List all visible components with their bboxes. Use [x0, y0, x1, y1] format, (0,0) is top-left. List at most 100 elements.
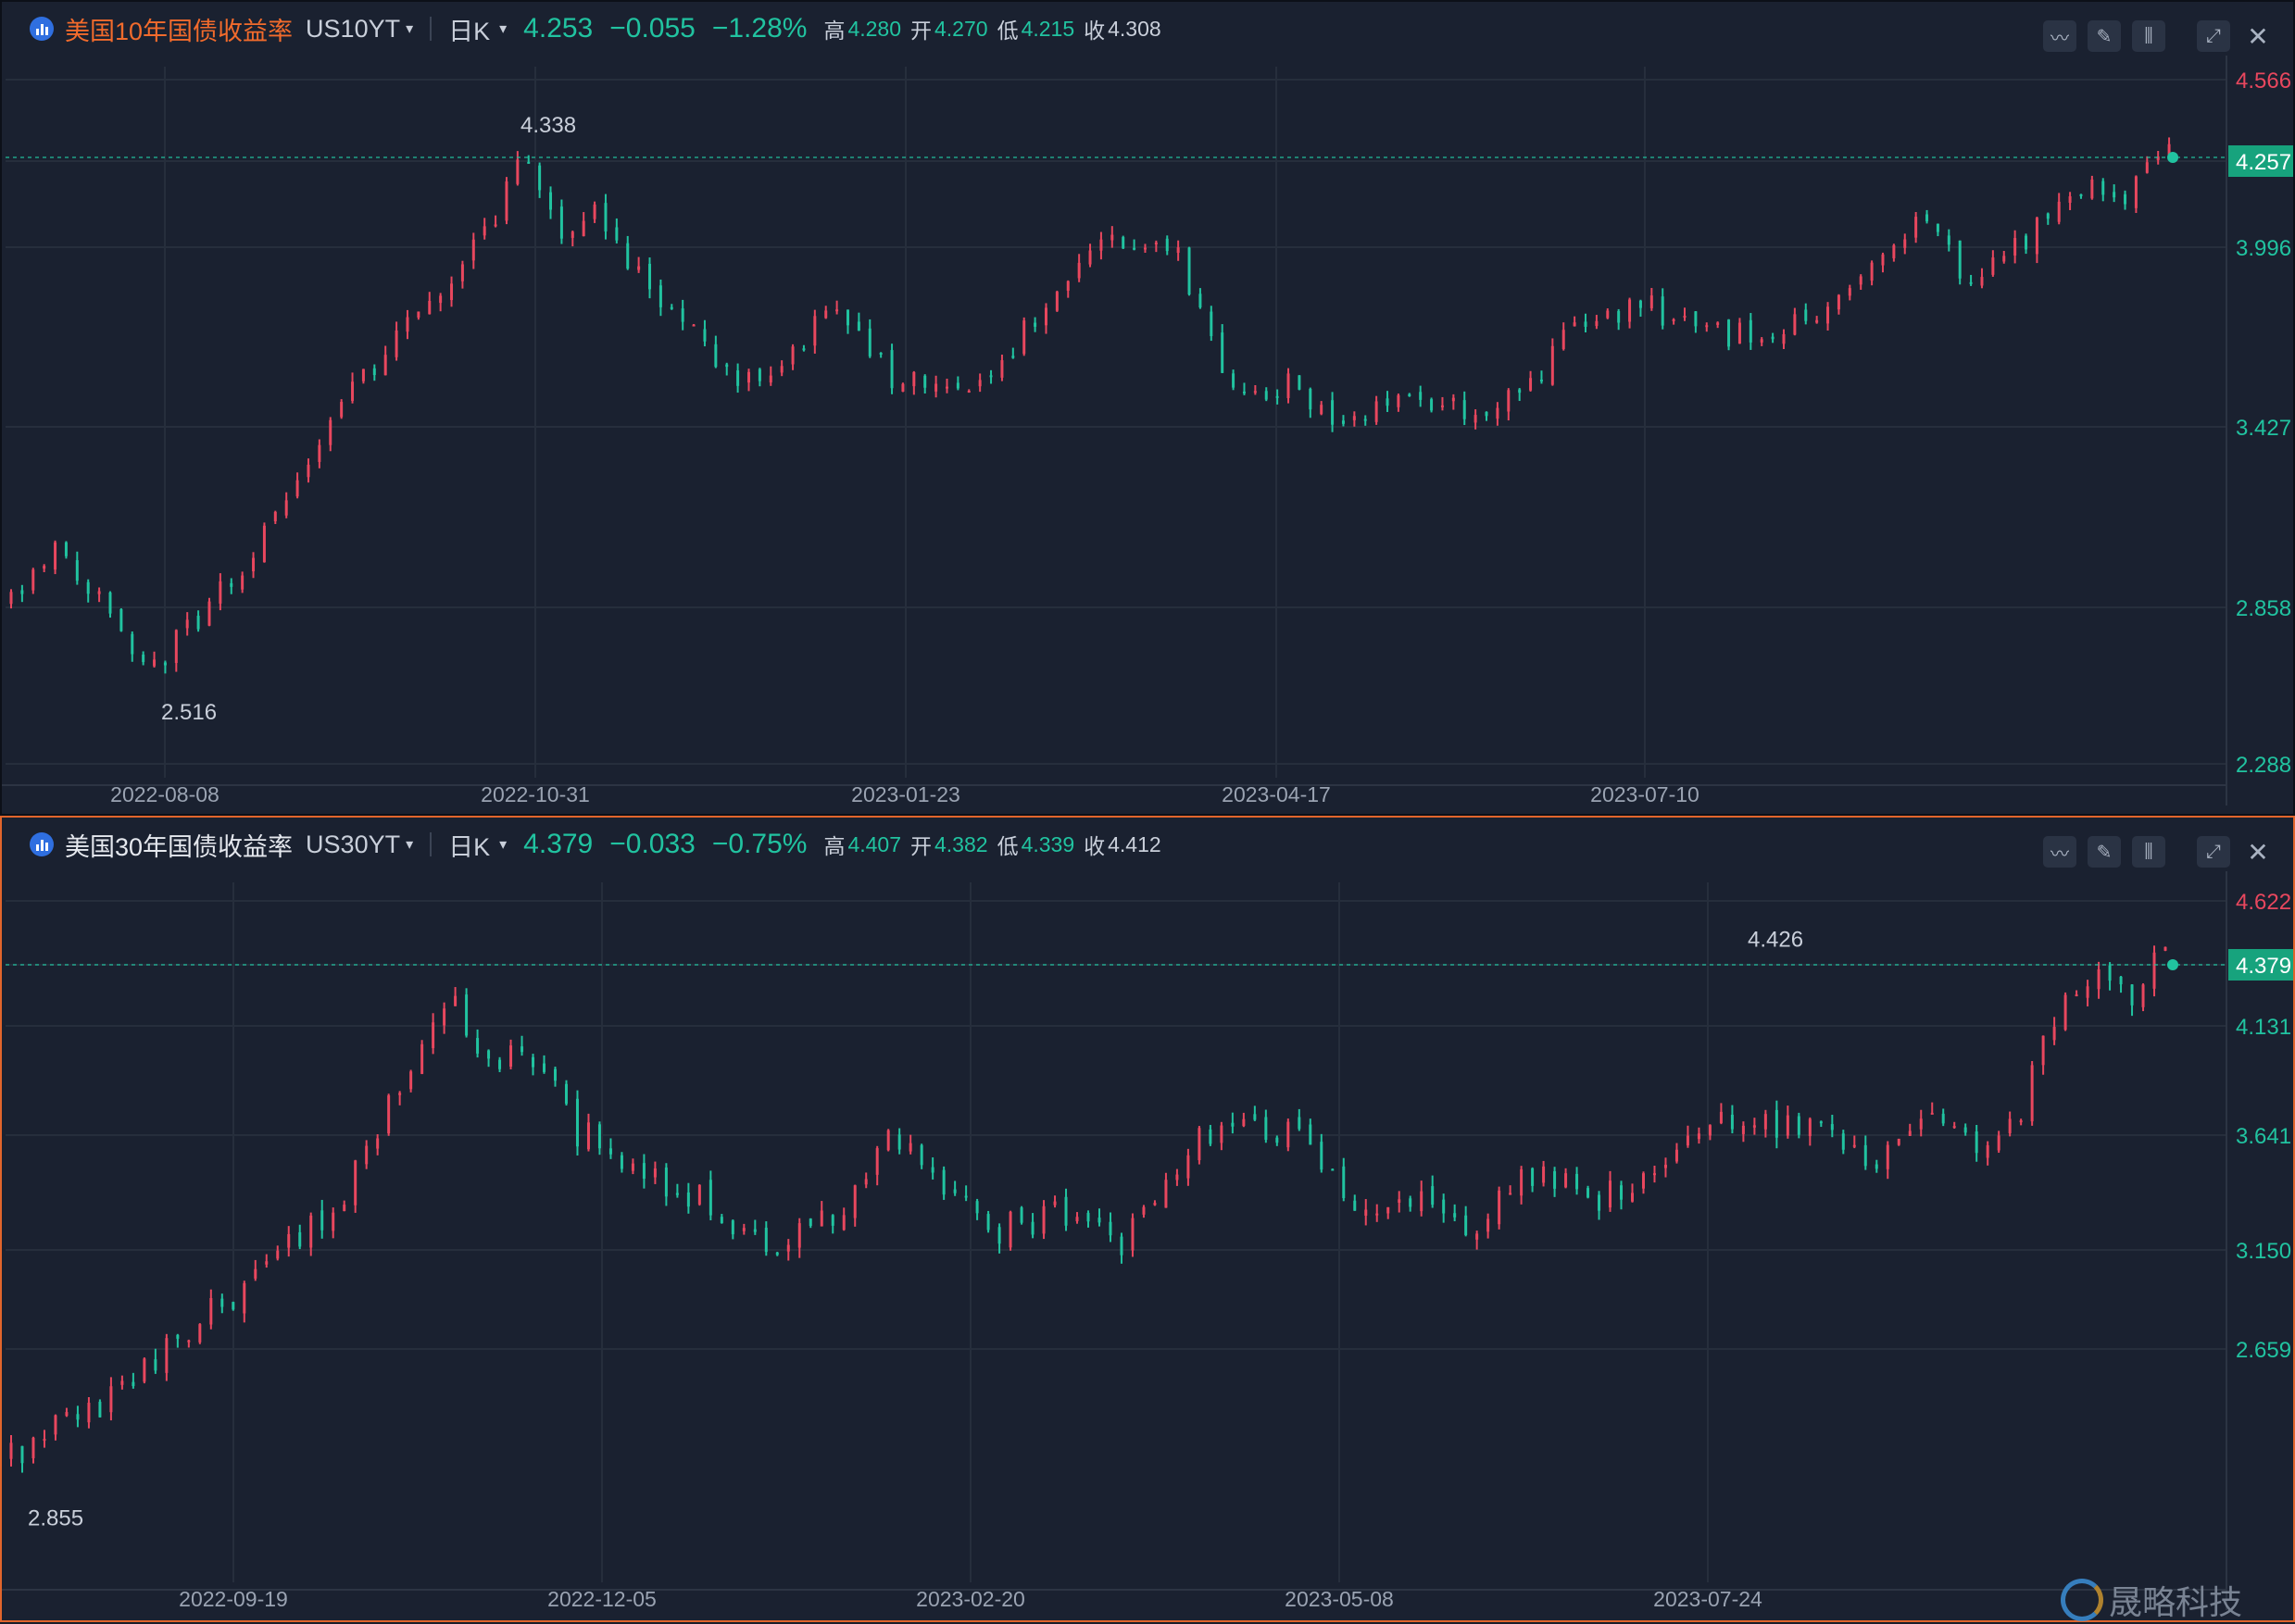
candle-body — [1053, 1201, 1057, 1206]
candle-body — [1485, 411, 1488, 417]
candle-body — [1531, 1168, 1535, 1186]
candle-body — [1088, 250, 1092, 265]
close-icon[interactable]: ✕ — [2247, 21, 2269, 51]
candle-body — [2035, 218, 2038, 255]
candle-body — [176, 1334, 180, 1339]
candle-body — [20, 1445, 24, 1464]
candlestick-chart[interactable]: 4.338 2.516 4.566 4.257 3.996 3.427 2.858 2.288… — [2, 56, 2293, 815]
candle-body — [1936, 223, 1939, 232]
candle-body — [2052, 1027, 2056, 1041]
period-dropdown-icon[interactable]: ▾ — [499, 21, 508, 37]
candlestick-chart[interactable]: 4.426 2.855 4.622 4.379 4.131 3.641 3.150 2.659… — [2, 871, 2293, 1621]
candle-body — [1863, 1144, 1867, 1167]
close-value: 4.308 — [1108, 16, 1161, 41]
candle-body — [1496, 407, 1499, 419]
instrument-symbol[interactable]: US30YT — [306, 830, 401, 858]
candle-body — [417, 311, 420, 318]
close-label: 收 — [1084, 19, 1106, 43]
candle-body — [252, 557, 256, 572]
close-icon[interactable]: ✕ — [2247, 837, 2269, 867]
candle-body — [769, 375, 772, 383]
period-selector[interactable]: 日K — [448, 17, 491, 45]
candle-body — [731, 1220, 734, 1235]
candle-body — [1550, 345, 1554, 385]
candle-body — [471, 239, 475, 261]
chart-panel-us30yt[interactable]: 美国30年国债收益率 US30YT ▾ 日K ▾ 4.379 −0.033 −0… — [0, 816, 2295, 1622]
candle-body — [1440, 405, 1444, 407]
candle-body — [820, 1210, 823, 1227]
candle-body — [1386, 398, 1389, 406]
expand-icon[interactable]: ⤢ — [2197, 20, 2230, 52]
indicator-icon[interactable]: 〰 — [2043, 20, 2076, 52]
candle-body — [343, 1205, 346, 1211]
candle-body — [1077, 262, 1081, 279]
candle-body — [262, 525, 266, 563]
candle-body — [329, 419, 332, 445]
candle-body — [2097, 968, 2101, 990]
candle-body — [658, 285, 662, 307]
extreme-label: 4.338 — [520, 113, 576, 138]
candle-body — [670, 306, 673, 309]
candle-body — [1286, 1121, 1290, 1148]
candle-body — [753, 1229, 757, 1232]
draw-icon[interactable]: ✎ — [2088, 20, 2121, 52]
instrument-title[interactable]: 美国30年国债收益率 — [65, 832, 294, 861]
candle-body — [2019, 1120, 2023, 1123]
candle-body — [1986, 1144, 1989, 1158]
candle-body — [1031, 1221, 1035, 1235]
period-dropdown-icon[interactable]: ▾ — [499, 837, 508, 853]
candle-body — [1099, 239, 1103, 251]
candle-body — [1187, 247, 1191, 295]
candle-body — [276, 1250, 280, 1259]
candle-body — [1672, 319, 1675, 321]
candle-body — [897, 1134, 901, 1150]
candle-body — [1830, 1124, 1834, 1131]
candle-body — [648, 263, 652, 290]
candle-body — [1969, 281, 1973, 284]
symbol-dropdown-icon[interactable]: ▾ — [406, 21, 414, 37]
candle-body — [1242, 1118, 1246, 1127]
candle-body — [2063, 994, 2067, 1031]
candle-style-icon[interactable]: ⫼ — [2132, 20, 2165, 52]
candle-body — [1242, 391, 1246, 394]
candle-body — [1320, 405, 1323, 415]
candle-body — [1760, 339, 1763, 343]
x-tick-label: 2022-08-08 — [110, 782, 219, 806]
chart-panel-us10yt[interactable]: 美国10年国债收益率 US10YT ▾ 日K ▾ 4.253 −0.055 −1… — [0, 0, 2295, 816]
high-value: 4.280 — [847, 16, 901, 41]
candle-body — [97, 591, 101, 594]
candle-body — [494, 224, 497, 227]
candle-body — [520, 1046, 524, 1053]
candle-body — [1164, 1180, 1168, 1208]
candle-body — [1363, 418, 1367, 421]
candle-body — [1826, 306, 1830, 324]
candle-body — [675, 1193, 679, 1195]
candle-body — [1253, 1114, 1257, 1120]
candle-body — [2002, 256, 2006, 262]
candle-body — [575, 1098, 579, 1147]
candle-body — [1221, 332, 1224, 373]
x-tick-label: 2023-02-20 — [916, 1587, 1025, 1611]
candle-body — [1930, 1112, 1934, 1115]
instrument-title[interactable]: 美国10年国债收益率 — [65, 17, 294, 45]
candle-body — [64, 542, 68, 556]
expand-icon[interactable]: ⤢ — [2197, 836, 2230, 868]
candle-body — [1220, 1125, 1223, 1143]
candle-body — [487, 1050, 491, 1059]
candle-style-icon[interactable]: ⫼ — [2132, 836, 2165, 868]
candle-body — [298, 1231, 302, 1247]
candle-body — [532, 1056, 535, 1068]
candle-body — [65, 1412, 69, 1417]
candle-body — [1109, 1221, 1112, 1236]
candle-body — [1133, 247, 1136, 250]
period-selector[interactable]: 日K — [448, 832, 491, 861]
indicator-icon[interactable]: 〰 — [2043, 836, 2076, 868]
candle-body — [631, 1163, 634, 1171]
candle-body — [2152, 952, 2156, 989]
candle-body — [108, 592, 112, 614]
draw-icon[interactable]: ✎ — [2088, 836, 2121, 868]
symbol-dropdown-icon[interactable]: ▾ — [406, 837, 414, 853]
candle-body — [1000, 360, 1004, 378]
instrument-symbol[interactable]: US10YT — [306, 14, 401, 43]
candle-body — [1694, 311, 1698, 327]
